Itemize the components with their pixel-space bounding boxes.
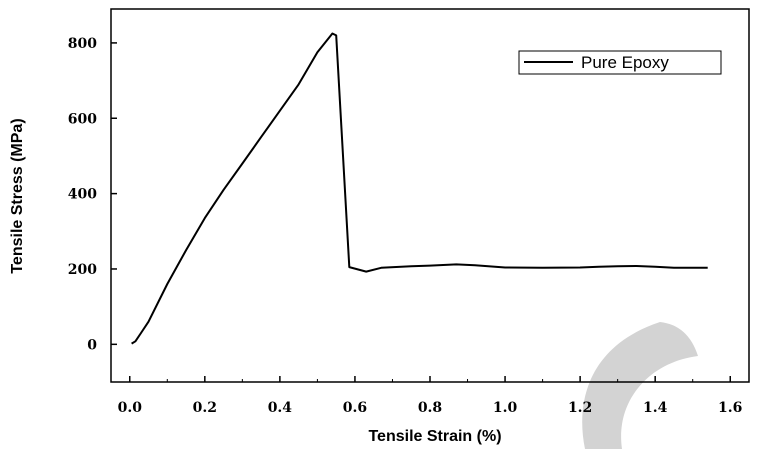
legend: Pure Epoxy [518,50,722,75]
x-tick-label: 1.6 [718,400,742,416]
x-tick-label: 0.0 [118,400,143,416]
y-tick-label: 600 [68,111,97,127]
x-tick-label: 0.2 [193,400,217,416]
series-line-pure-epoxy [131,32,708,345]
x-axis-label: Tensile Strain (%) [368,428,501,445]
y-axis-label: Tensile Stress (MPa) [9,118,26,273]
y-tick-label: 200 [68,262,97,278]
x-tick-label: 1.2 [568,400,592,416]
x-tick-label: 0.4 [268,400,293,416]
y-axis-ticks: 0 200 400 600 800 [68,36,117,353]
x-tick-label: 0.6 [343,400,367,416]
legend-box [518,50,722,75]
x-axis-ticks: 0.0 0.2 0.4 0.6 0.8 1.0 1.2 1.4 1.6 [118,376,742,416]
y-tick-label: 0 [87,337,97,353]
y-tick-label: 400 [68,187,97,203]
watermark-arc [582,322,698,449]
x-tick-label: 1.0 [493,400,518,416]
y-tick-label: 800 [68,36,97,52]
x-tick-label: 1.4 [643,400,668,416]
x-tick-label: 0.8 [418,400,442,416]
legend-label-pure-epoxy: Pure Epoxy [581,53,669,72]
